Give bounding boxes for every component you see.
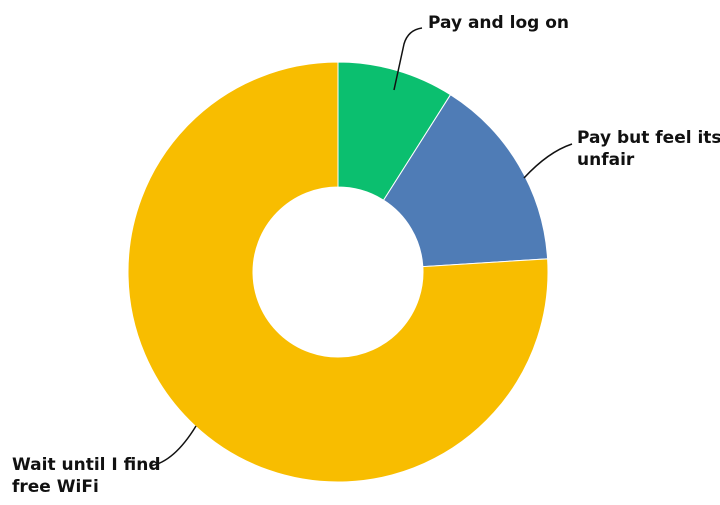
slices-layer: [127, 61, 549, 483]
slice-label-line: Wait until I find: [12, 455, 161, 475]
labels-layer: Pay and log on Pay but feel its unfair Wait…: [12, 13, 720, 497]
leader-line-0: [393, 27, 423, 91]
slice-label-line: unfair: [577, 150, 635, 170]
slice-label-line: free WiFi: [12, 477, 99, 497]
donut-slice-1: [382, 94, 549, 268]
slice-label-line: Pay but feel its: [577, 128, 720, 148]
slice-label-line: Pay and log on: [428, 13, 569, 33]
leader-line-2: [149, 425, 197, 467]
leader-lines-layer: [149, 27, 573, 467]
slice-label-1: Pay but feel its unfair: [577, 128, 720, 170]
donut-slice-2: [127, 61, 549, 483]
leader-line-1: [523, 143, 573, 179]
slice-label-2: Wait until I find free WiFi: [12, 455, 161, 497]
slice-label-0: Pay and log on: [428, 13, 569, 33]
